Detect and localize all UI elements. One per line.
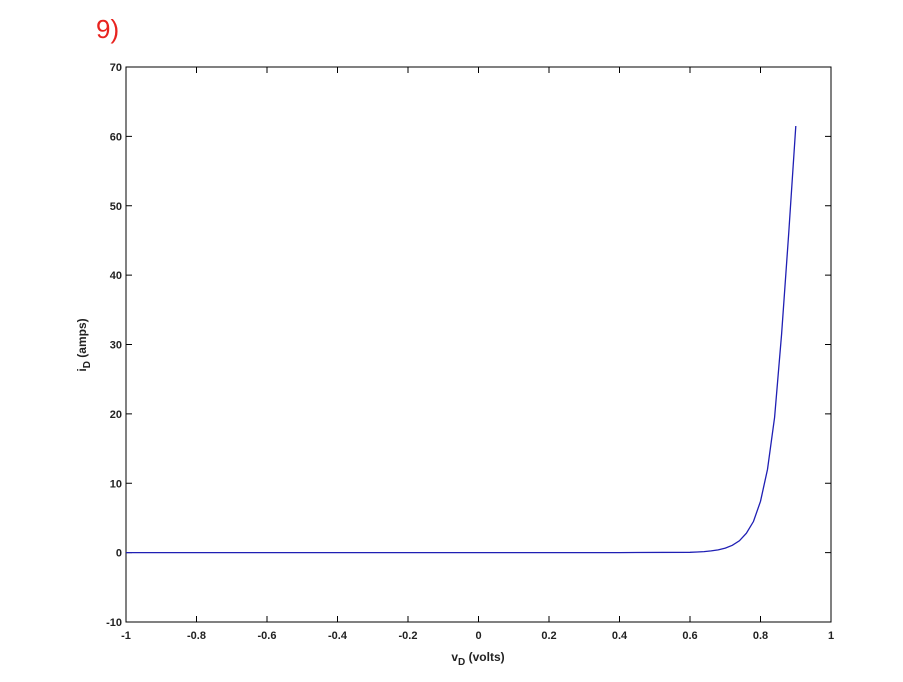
y-tick-label: 50 (110, 201, 122, 213)
x-axis-label: vD (volts) (451, 650, 504, 668)
x-axis-label-main: v (451, 650, 458, 664)
y-axis-label-main: i (75, 368, 89, 371)
series-line-diode-current (126, 125, 797, 554)
plot-frame (125, 66, 832, 623)
y-tick-label: -10 (106, 617, 122, 629)
y-tick-label: 60 (110, 131, 122, 143)
y-axis-label: iD (amps) (75, 318, 93, 371)
x-tick-label: -0.2 (399, 630, 418, 642)
y-tick-label: 10 (110, 478, 122, 490)
x-tick-label: 0.6 (682, 630, 697, 642)
x-tick-label: -1 (121, 630, 131, 642)
y-axis-label-rest: (amps) (75, 318, 89, 361)
x-axis-label-rest: (volts) (465, 650, 504, 664)
x-tick-label: -0.4 (328, 630, 348, 642)
problem-number: 9) (96, 14, 120, 44)
y-tick-label: 40 (110, 270, 122, 282)
x-tick-label: 1 (828, 630, 834, 642)
y-tick-label: 0 (116, 548, 122, 560)
x-tick-label: 0.2 (541, 630, 556, 642)
y-tick-label: 20 (110, 409, 122, 421)
x-tick-label: 0.8 (753, 630, 768, 642)
x-tick-label: 0.4 (612, 630, 628, 642)
x-tick-label: 0 (475, 630, 481, 642)
x-tick-label: -0.8 (187, 630, 206, 642)
y-tick-label: 30 (110, 340, 122, 352)
ticks-layer: -1 -0.8 -0.6 -0.4 -0.2 0 0.2 0.4 0.6 0.8 1 -10 0 10 20… (106, 62, 834, 642)
x-axis-label-sub: D (458, 657, 465, 668)
x-tick-label: -0.6 (258, 630, 277, 642)
y-tick-label: 70 (110, 62, 122, 74)
y-axis-label-sub: D (82, 361, 93, 368)
